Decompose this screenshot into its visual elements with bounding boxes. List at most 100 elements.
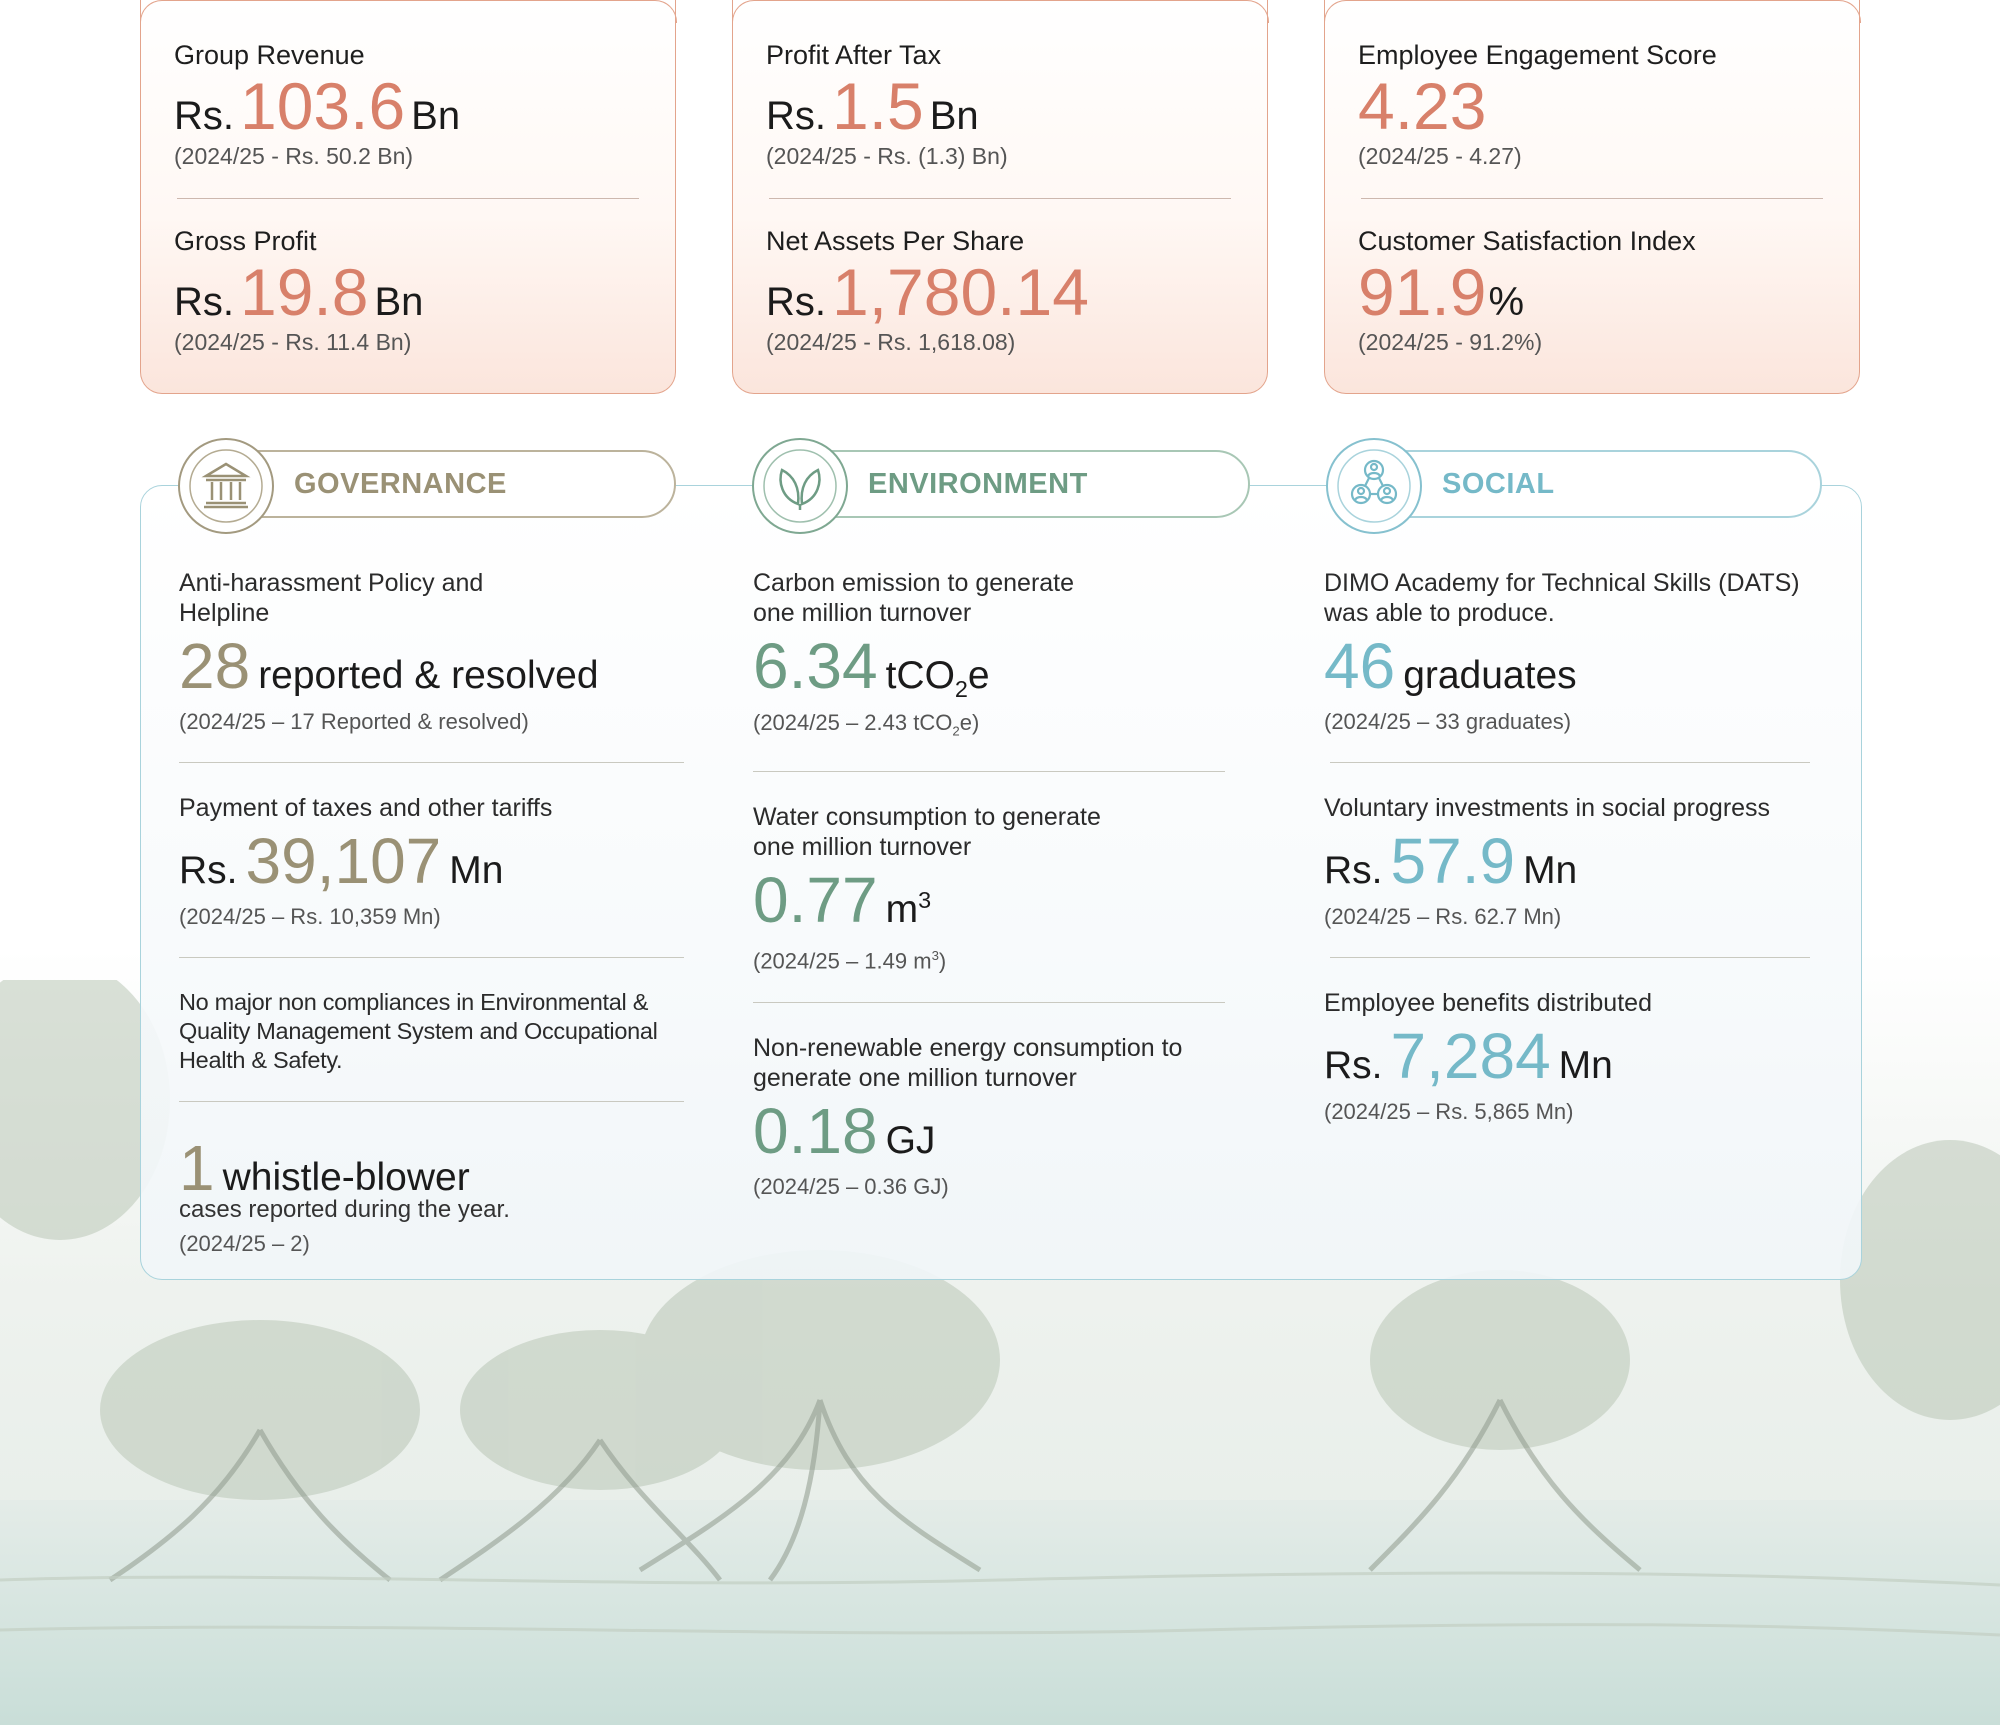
metric-unit: Mn bbox=[449, 849, 504, 892]
previous-superscript: 3 bbox=[931, 948, 939, 964]
kpi-value: Rs.1,780.14 bbox=[766, 259, 1234, 325]
metric-compliance-note: No major non compliances in Environmenta… bbox=[179, 988, 699, 1075]
divider bbox=[177, 198, 639, 199]
environment-column: Carbon emission to generate one million t… bbox=[753, 568, 1233, 1201]
note-line: No major non compliances in Environmenta… bbox=[179, 989, 649, 1015]
previous-subscript: 2 bbox=[952, 723, 960, 739]
kpi-prefix: Rs. bbox=[766, 280, 826, 324]
environment-header: ENVIRONMENT bbox=[752, 438, 1250, 534]
metric-voluntary-investments: Voluntary investments in social progress… bbox=[1324, 793, 1844, 931]
metric-harassment: Anti-harassment Policy and Helpline 28 rep… bbox=[179, 568, 699, 736]
kpi-employee-engagement: Employee Engagement Score 4.23 (2024/25 … bbox=[1358, 40, 1826, 170]
kpi-value: 4.23 bbox=[1358, 73, 1826, 139]
kpi-previous: (2024/25 - Rs. 50.2 Bn) bbox=[174, 143, 414, 169]
metric-previous: (2024/25 – 0.36 GJ) bbox=[753, 1173, 949, 1199]
kpi-previous: (2024/25 - Rs. 1,618.08) bbox=[766, 329, 1016, 355]
metric-previous: (2024/25 – Rs. 5,865 Mn) bbox=[1324, 1099, 1574, 1124]
metric-value: Rs. 57.9 Mn bbox=[1324, 825, 1844, 897]
metric-whistle-blower: 1 whistle-blower cases reported during th… bbox=[179, 1132, 699, 1258]
metric-prefix: Rs. bbox=[1324, 849, 1383, 892]
divider bbox=[179, 1101, 684, 1102]
metric-unit: Mn bbox=[1558, 1044, 1613, 1087]
mangrove-background-illustration bbox=[0, 980, 2000, 1725]
metric-previous: (2024/25 – 1.49 m3) bbox=[753, 942, 1233, 975]
previous-text: ) bbox=[938, 948, 947, 974]
metric-note: No major non compliances in Environmenta… bbox=[179, 988, 699, 1075]
label-line: Anti-harassment Policy and bbox=[179, 569, 484, 597]
leaves-icon bbox=[752, 438, 848, 534]
metric-employee-benefits: Employee benefits distributed Rs. 7,284 Mn… bbox=[1324, 988, 1844, 1126]
label-line: one million turnover bbox=[753, 833, 972, 862]
metric-energy-consumption: Non-renewable energy consumption to gener… bbox=[753, 1033, 1233, 1201]
kpi-title: Group Revenue bbox=[174, 40, 365, 70]
previous-text: e) bbox=[959, 709, 980, 735]
metric-value: Rs. 39,107 Mn bbox=[179, 825, 699, 897]
unit-text: m bbox=[885, 888, 919, 932]
metric-previous: (2024/25 – 17 Reported & resolved) bbox=[179, 709, 529, 734]
unit-subscript: 2 bbox=[954, 675, 968, 702]
kpi-number: 1,780.14 bbox=[832, 255, 1089, 329]
kpi-title: Customer Satisfaction Index bbox=[1358, 226, 1696, 256]
divider bbox=[769, 198, 1231, 199]
kpi-title: Net Assets Per Share bbox=[766, 226, 1025, 256]
divider bbox=[1330, 957, 1810, 958]
kpi-group-revenue: Group Revenue Rs.103.6 Bn (2024/25 - Rs. … bbox=[174, 40, 642, 170]
institution-icon bbox=[178, 438, 274, 534]
kpi-card-revenue-profit: Group Revenue Rs. 103.6 Bn (2024/25 - Rs. … bbox=[139, 0, 677, 394]
metric-value: 0.77 m3 bbox=[753, 864, 1233, 936]
kpi-number: 1.5 bbox=[832, 69, 924, 143]
metric-caption: cases reported during the year. bbox=[179, 1196, 510, 1223]
metric-number: 39,107 bbox=[245, 825, 442, 897]
metric-unit: m3 bbox=[885, 887, 932, 932]
section-title: ENVIRONMENT bbox=[868, 468, 1088, 500]
kpi-number: 103.6 bbox=[240, 69, 406, 143]
metric-previous: (2024/25 – Rs. 10,359 Mn) bbox=[179, 904, 441, 929]
metric-number: 28 bbox=[179, 630, 251, 702]
kpi-number: 19.8 bbox=[240, 255, 369, 329]
kpi-previous: (2024/25 - Rs. 11.4 Bn) bbox=[174, 329, 412, 355]
metric-label: Voluntary investments in social progress bbox=[1324, 794, 1771, 822]
kpi-suffix: Bn bbox=[929, 94, 979, 138]
metric-unit: tCO2e bbox=[885, 654, 990, 702]
note-line: Quality Management System and Occupation… bbox=[179, 1018, 658, 1044]
kpi-suffix: % bbox=[1488, 280, 1525, 324]
metric-label: DIMO Academy for Technical Skills (DATS)… bbox=[1324, 568, 1844, 628]
esg-panel bbox=[140, 485, 1862, 1280]
previous-text: (2024/25 – 1.49 m bbox=[753, 948, 932, 974]
metric-unit: GJ bbox=[885, 1118, 936, 1162]
metric-prefix: Rs. bbox=[1324, 1044, 1383, 1087]
metric-value: 0.18 GJ bbox=[753, 1095, 1233, 1167]
metric-value: 46 graduates bbox=[1324, 630, 1844, 702]
kpi-prefix: Rs. bbox=[174, 280, 234, 324]
label-line: was able to produce. bbox=[1324, 599, 1555, 627]
metric-number: 0.18 bbox=[753, 1094, 878, 1167]
metric-water-consumption: Water consumption to generate one million… bbox=[753, 802, 1233, 975]
label-line: Helpline bbox=[179, 599, 270, 627]
label-line: one million turnover bbox=[753, 599, 972, 627]
metric-unit: reported & resolved bbox=[258, 654, 599, 697]
metric-previous: (2024/25 – Rs. 62.7 Mn) bbox=[1324, 904, 1562, 929]
metric-number: 1 bbox=[179, 1132, 215, 1204]
metric-label: Carbon emission to generate one million t… bbox=[753, 568, 1233, 628]
label-line: Water consumption to generate bbox=[753, 803, 1101, 832]
metric-prefix: Rs. bbox=[179, 849, 238, 892]
kpi-suffix: Bn bbox=[374, 280, 424, 324]
metric-number: 0.77 bbox=[753, 864, 878, 937]
kpi-card-engagement-satisfaction: Employee Engagement Score 4.23 (2024/25 … bbox=[1323, 0, 1861, 394]
kpi-number: 91.9 bbox=[1358, 255, 1487, 329]
label-line: generate one million turnover bbox=[753, 1063, 1077, 1092]
metric-label: Water consumption to generate one million… bbox=[753, 802, 1233, 862]
kpi-card-profit-assets: Profit After Tax Rs. 1.5 Bn (2024/25 - Rs.… bbox=[731, 0, 1269, 394]
metric-carbon-emission: Carbon emission to generate one million t… bbox=[753, 568, 1233, 745]
kpi-title: Profit After Tax bbox=[766, 40, 942, 70]
metric-label: Anti-harassment Policy and Helpline bbox=[179, 568, 699, 628]
unit-text: tCO bbox=[885, 654, 955, 697]
metric-value: 28 reported & resolved bbox=[179, 630, 699, 702]
kpi-previous: (2024/25 - 91.2%) bbox=[1358, 329, 1543, 355]
previous-text: (2024/25 – 2.43 tCO bbox=[753, 709, 953, 735]
kpi-net-assets-per-share: Net Assets Per Share Rs.1,780.14 (2024/2… bbox=[766, 226, 1234, 356]
metric-previous: (2024/25 – 2) bbox=[179, 1231, 310, 1256]
divider bbox=[753, 1001, 1225, 1003]
divider bbox=[1361, 198, 1823, 199]
label-line: Carbon emission to generate bbox=[753, 569, 1075, 597]
